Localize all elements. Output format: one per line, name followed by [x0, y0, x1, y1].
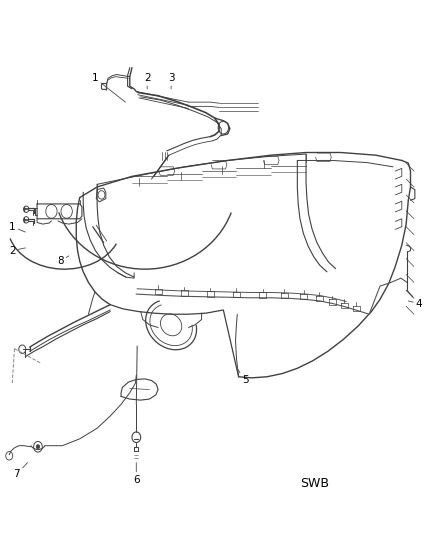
- Circle shape: [36, 445, 40, 449]
- Text: 5: 5: [237, 367, 248, 385]
- Text: 4: 4: [408, 298, 423, 309]
- Text: 7: 7: [13, 463, 28, 479]
- Text: 1: 1: [92, 73, 125, 102]
- Text: 2: 2: [144, 73, 151, 89]
- Text: 6: 6: [133, 463, 140, 484]
- Text: 8: 8: [57, 256, 69, 266]
- Text: 3: 3: [168, 73, 174, 89]
- Text: SWB: SWB: [300, 478, 329, 490]
- Text: 2: 2: [9, 246, 25, 256]
- Text: 1: 1: [9, 222, 25, 232]
